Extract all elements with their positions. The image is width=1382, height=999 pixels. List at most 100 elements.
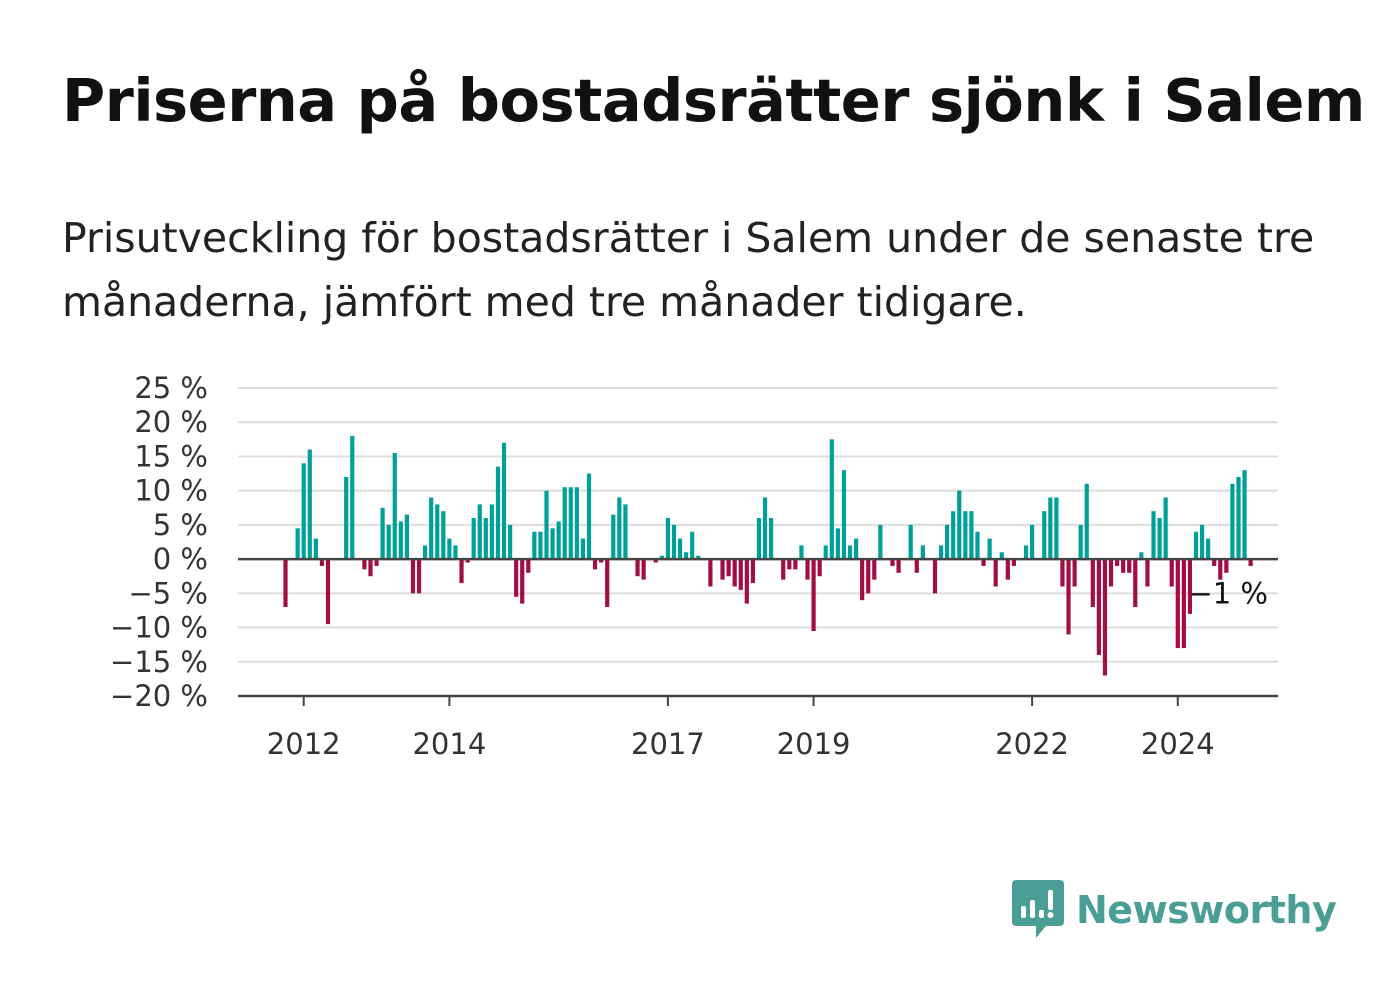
bar xyxy=(1042,511,1047,560)
bar xyxy=(975,531,980,560)
bar xyxy=(459,559,464,584)
bar xyxy=(586,473,592,560)
bar xyxy=(945,524,950,560)
bar xyxy=(507,524,513,560)
x-tick-label: 2012 xyxy=(267,727,341,761)
logo-text: Newsworthy xyxy=(1076,888,1337,932)
bar xyxy=(611,514,616,560)
bar xyxy=(1236,476,1241,560)
bar xyxy=(574,487,579,560)
bar xyxy=(1030,524,1035,560)
bar xyxy=(732,559,737,587)
bar xyxy=(1084,483,1089,560)
bar xyxy=(860,559,865,601)
bar xyxy=(653,559,658,563)
x-tick-label: 2022 xyxy=(995,727,1069,761)
bar xyxy=(659,555,664,560)
bar xyxy=(938,545,944,560)
bar xyxy=(392,453,397,560)
bar xyxy=(374,559,379,566)
bar xyxy=(313,538,318,560)
bar xyxy=(744,559,749,604)
bar xyxy=(1005,559,1010,580)
bar xyxy=(1133,559,1138,608)
bar xyxy=(1157,518,1162,560)
bar xyxy=(380,507,385,560)
bar xyxy=(441,511,446,560)
bar xyxy=(362,559,367,570)
y-tick-label: 5 % xyxy=(153,508,208,542)
x-tick-label: 2019 xyxy=(777,727,851,761)
bar xyxy=(720,559,725,580)
bar xyxy=(1175,559,1180,649)
bar xyxy=(1230,483,1235,560)
bar xyxy=(690,531,695,560)
x-axis-ticks: 2012 2014 2017 2019 2022 2024 xyxy=(267,696,1215,761)
bar xyxy=(635,559,640,577)
bar xyxy=(1242,470,1247,560)
bar xyxy=(1078,524,1083,560)
bar xyxy=(344,476,349,560)
x-tick-label: 2024 xyxy=(1141,727,1215,761)
chart-subtitle: Prisutveckling för bostadsrätter i Salem… xyxy=(62,214,1315,326)
bar xyxy=(465,559,470,563)
bar xyxy=(410,559,416,594)
bar xyxy=(532,531,537,560)
bar xyxy=(1199,524,1205,560)
bar xyxy=(1139,552,1144,560)
newsworthy-chart-icon xyxy=(1012,880,1064,938)
y-tick-label: 20 % xyxy=(134,405,208,439)
newsworthy-logo: Newsworthy xyxy=(1012,880,1337,940)
bar xyxy=(756,518,762,560)
bar xyxy=(514,559,519,597)
bar xyxy=(993,559,998,587)
bar xyxy=(1127,559,1132,573)
bar xyxy=(538,531,543,560)
bar xyxy=(1048,497,1053,560)
last-value-label: −1 % xyxy=(1188,576,1268,610)
bar xyxy=(890,559,895,566)
bar xyxy=(307,449,312,560)
bar xyxy=(665,518,671,560)
y-tick-label: −5 % xyxy=(128,576,208,610)
bar xyxy=(781,559,786,580)
bar xyxy=(932,559,938,594)
bar xyxy=(963,511,968,560)
bar xyxy=(435,504,440,560)
y-tick-label: 10 % xyxy=(134,474,208,508)
bar xyxy=(283,559,288,608)
bar xyxy=(805,559,810,580)
bar xyxy=(1102,559,1108,676)
bar xyxy=(483,518,488,560)
bar xyxy=(1206,538,1211,560)
bar xyxy=(1181,559,1186,649)
bar xyxy=(677,538,683,560)
bar xyxy=(544,490,549,560)
bar xyxy=(617,497,622,560)
bar xyxy=(404,514,409,560)
x-tick-label: 2014 xyxy=(412,727,486,761)
bar xyxy=(1108,559,1114,587)
bar xyxy=(295,528,300,560)
y-tick-label: −20 % xyxy=(110,679,208,713)
bar xyxy=(920,545,925,560)
bar xyxy=(429,497,434,560)
bar xyxy=(623,504,628,560)
bar xyxy=(793,559,798,570)
y-tick-label: 0 % xyxy=(153,542,208,576)
bar xyxy=(301,463,306,560)
y-axis-ticks: 25 %20 %15 %10 %5 %0 %−5 %−10 %−15 %−20 … xyxy=(110,371,208,713)
bar xyxy=(1121,559,1126,573)
bar xyxy=(750,559,755,584)
bar xyxy=(386,524,391,560)
y-tick-label: 15 % xyxy=(134,439,208,473)
bar xyxy=(592,559,598,570)
bar xyxy=(1072,559,1077,587)
bar xyxy=(453,545,458,560)
bar xyxy=(1023,545,1029,560)
bar xyxy=(762,497,768,560)
y-tick-label: 25 % xyxy=(134,371,208,405)
bar xyxy=(471,518,476,560)
bar xyxy=(823,545,828,560)
x-tick-label: 2017 xyxy=(631,727,705,761)
